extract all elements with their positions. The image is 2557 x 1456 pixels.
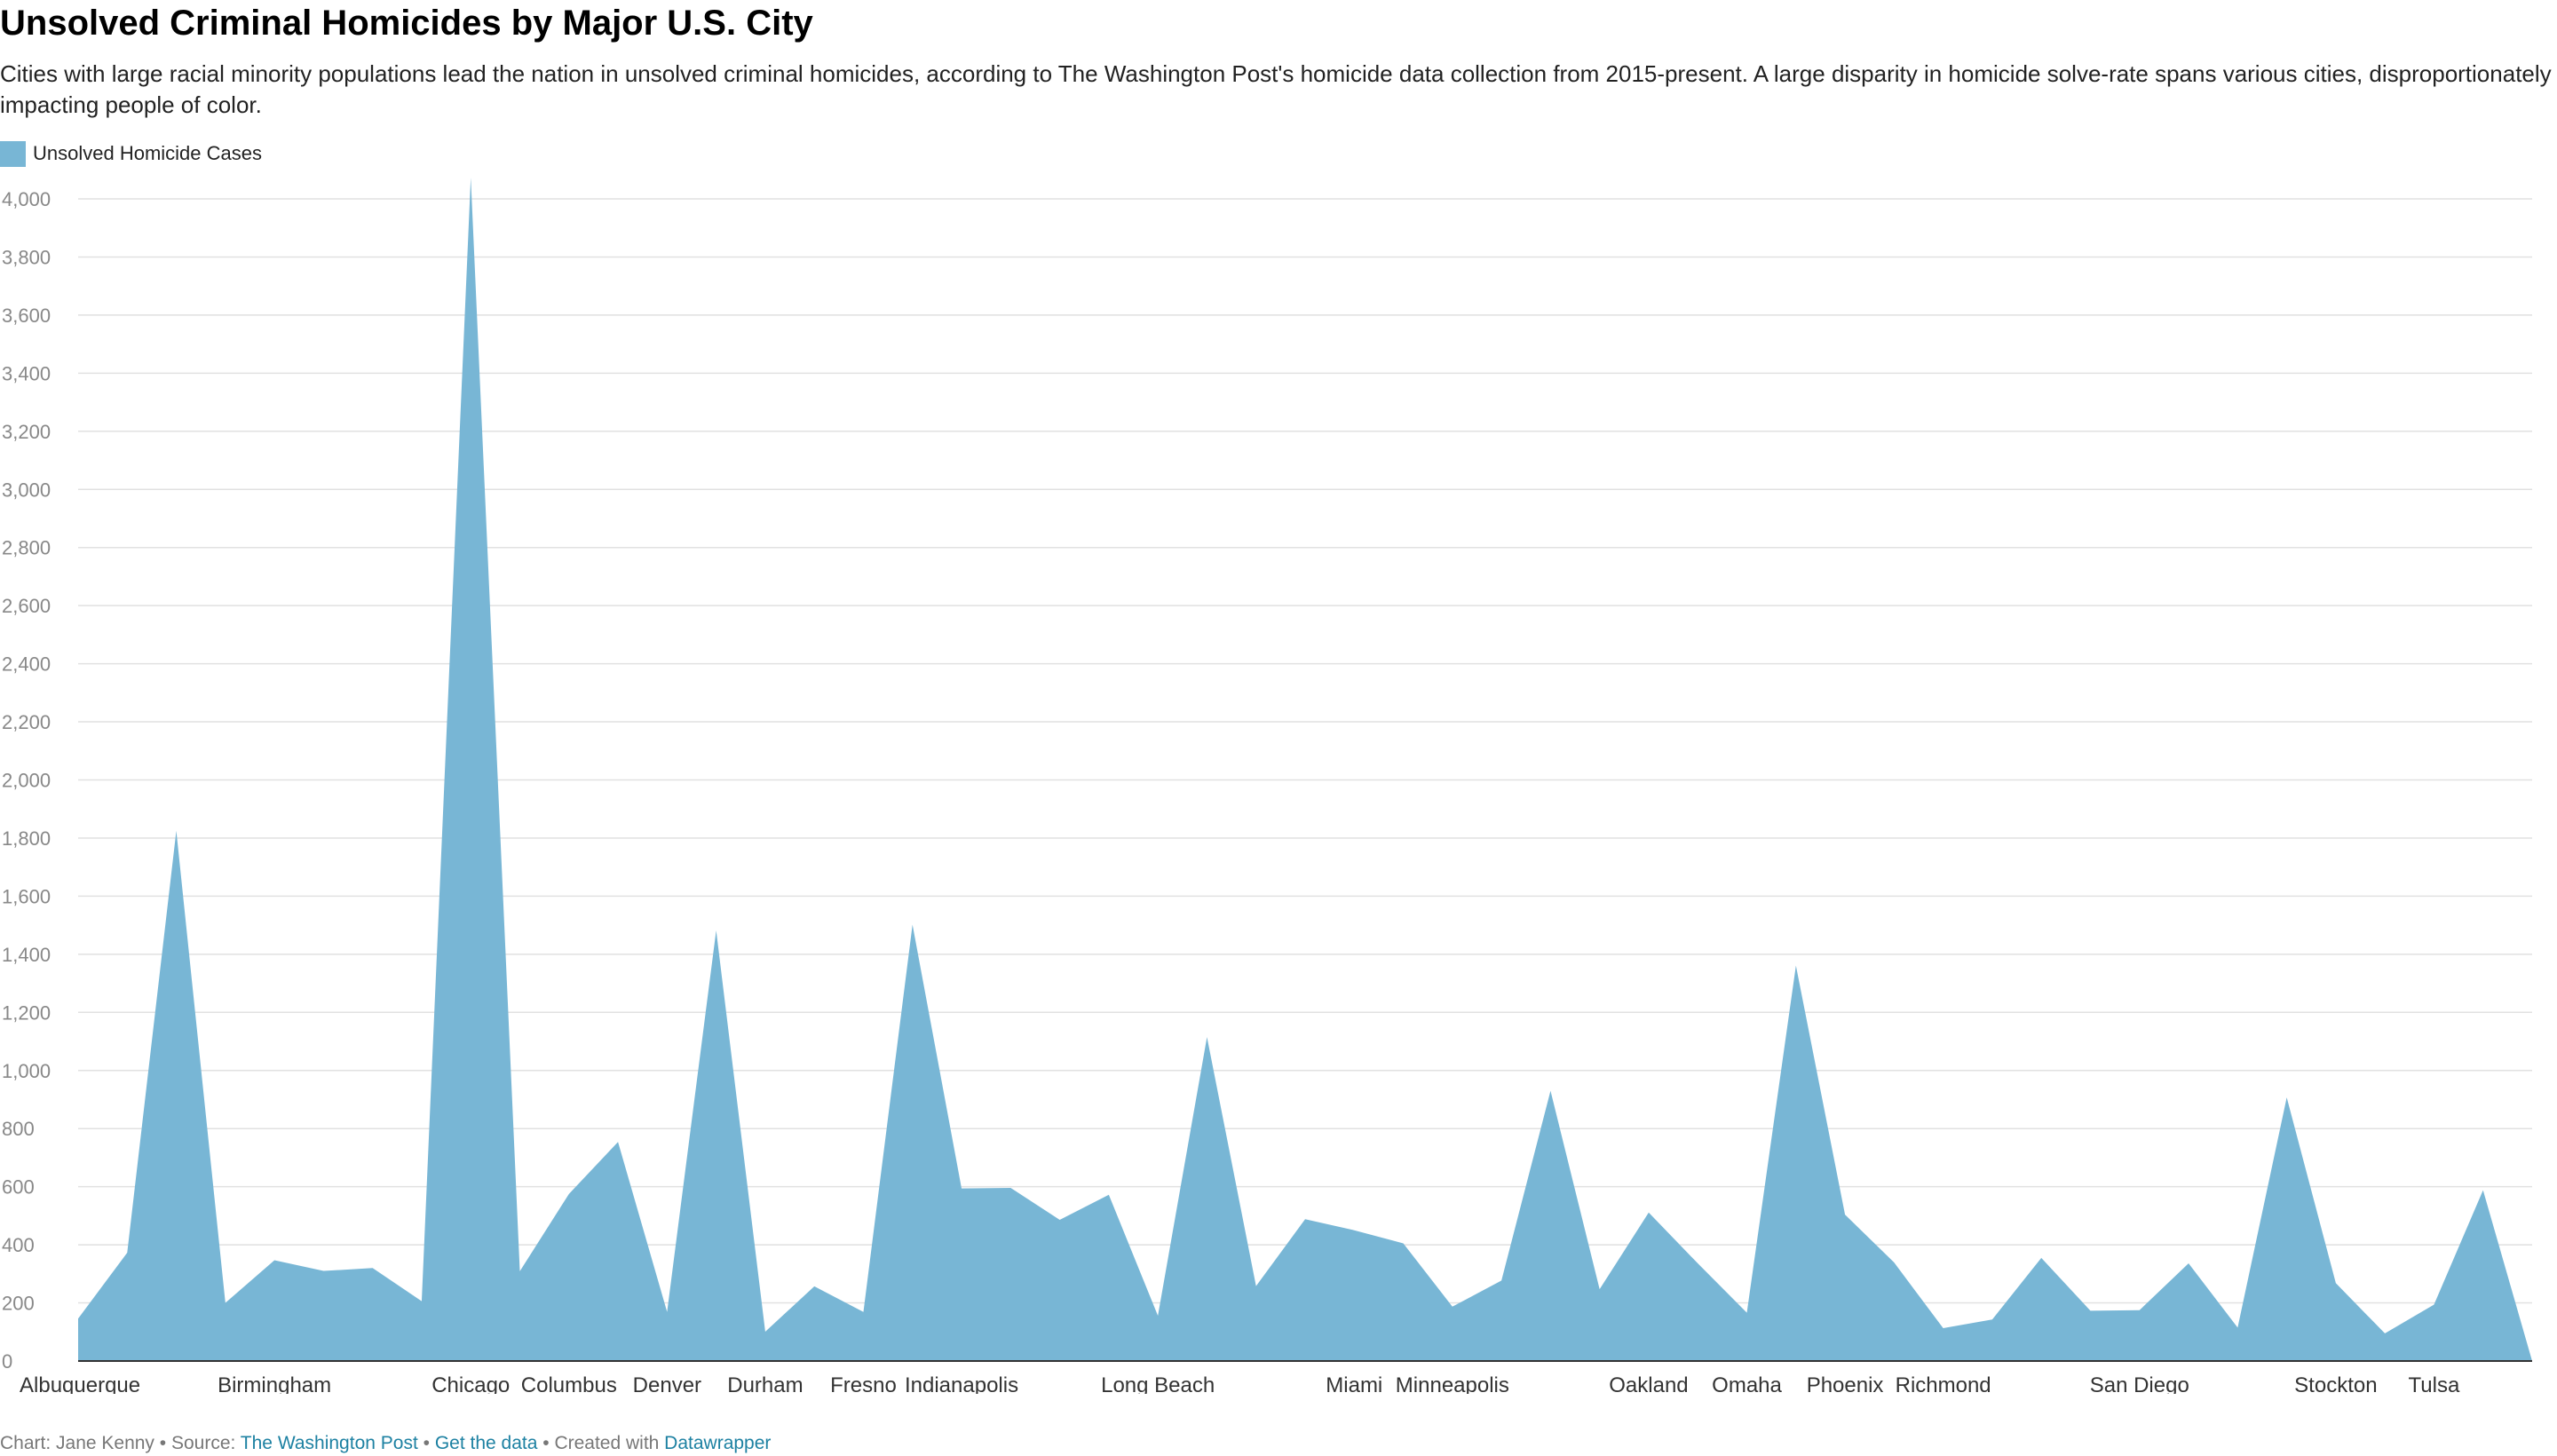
chart-footer: Chart: Jane Kenny • Source: The Washingt… — [0, 1431, 771, 1456]
x-tick-label: Fresno — [830, 1373, 897, 1394]
x-tick-label: Miami — [1326, 1373, 1382, 1394]
chart-subtitle: Cities with large racial minority popula… — [0, 60, 2552, 118]
y-tick-label: 1,600 — [2, 885, 51, 907]
x-tick-label: Albuquerque — [20, 1373, 140, 1394]
x-tick-label: Columbus — [521, 1373, 617, 1394]
x-tick-label: Denver — [633, 1373, 701, 1394]
legend-swatch — [0, 140, 26, 167]
y-tick-label: 3,000 — [2, 479, 51, 501]
y-tick-label: 3,600 — [2, 305, 51, 327]
x-tick-label: Indianapolis — [905, 1373, 1018, 1394]
x-tick-label: Tulsa — [2409, 1373, 2460, 1394]
legend-label: Unsolved Homicide Cases — [33, 142, 262, 164]
x-tick-label: Long Beach — [1101, 1373, 1215, 1394]
footer-separator: • — [417, 1433, 435, 1453]
y-tick-label: 2,800 — [2, 537, 51, 559]
footer-credit: Chart: Jane Kenny • Source: — [0, 1433, 241, 1453]
y-tick-label: 2,000 — [2, 770, 51, 792]
y-tick-label: 3,400 — [2, 362, 51, 384]
y-axis-tick-labels: 0 200 400 600 800 1,000 1,200 1,400 1,600 1,800 2,… — [2, 188, 51, 1373]
datawrapper-link[interactable]: Datawrapper — [664, 1433, 772, 1453]
y-tick-label: 1,200 — [2, 1001, 51, 1024]
y-tick-label: 4,000 — [2, 188, 51, 210]
x-tick-label: Chicago — [431, 1373, 510, 1394]
chart-title: Unsolved Criminal Homicides by Major U.S… — [0, 4, 813, 43]
legend: Unsolved Homicide Cases — [0, 140, 262, 167]
area-chart: 0 200 400 600 800 1,000 1,200 1,400 1,600 1,800 2,… — [2, 178, 2532, 1394]
source-link[interactable]: The Washington Post — [240, 1433, 418, 1453]
y-tick-label: 1,400 — [2, 944, 51, 966]
x-tick-label: Omaha — [1712, 1373, 1782, 1394]
y-tick-label: 3,800 — [2, 246, 51, 268]
x-tick-label: Birmingham — [218, 1373, 331, 1394]
x-tick-label: Phoenix — [1807, 1373, 1884, 1394]
y-tick-label: 800 — [2, 1118, 35, 1140]
y-tick-label: 1,800 — [2, 827, 51, 850]
x-tick-label: Oakland — [1609, 1373, 1688, 1394]
footer-created-with: • Created with — [537, 1433, 665, 1453]
y-tick-label: 400 — [2, 1234, 35, 1256]
y-tick-label: 200 — [2, 1293, 35, 1315]
y-tick-label: 600 — [2, 1176, 35, 1199]
get-data-link[interactable]: Get the data — [434, 1433, 538, 1453]
x-tick-label: Stockton — [2294, 1373, 2377, 1394]
y-tick-label: 3,200 — [2, 421, 51, 443]
y-tick-label: 2,400 — [2, 653, 51, 676]
y-tick-label: 2,600 — [2, 595, 51, 617]
y-tick-label: 0 — [2, 1350, 12, 1373]
x-tick-label: Minneapolis — [1396, 1373, 1509, 1394]
area-fill — [78, 178, 2532, 1362]
y-tick-label: 1,000 — [2, 1060, 51, 1082]
y-tick-label: 2,200 — [2, 711, 51, 733]
x-tick-label: Richmond — [1896, 1373, 1991, 1394]
x-axis-city-labels: Albuquerque Birmingham Chicago Columbus Denv… — [20, 1373, 2460, 1394]
x-tick-label: Durham — [727, 1373, 803, 1394]
x-tick-label: San Diego — [2090, 1373, 2189, 1394]
area-series — [78, 178, 2532, 1362]
